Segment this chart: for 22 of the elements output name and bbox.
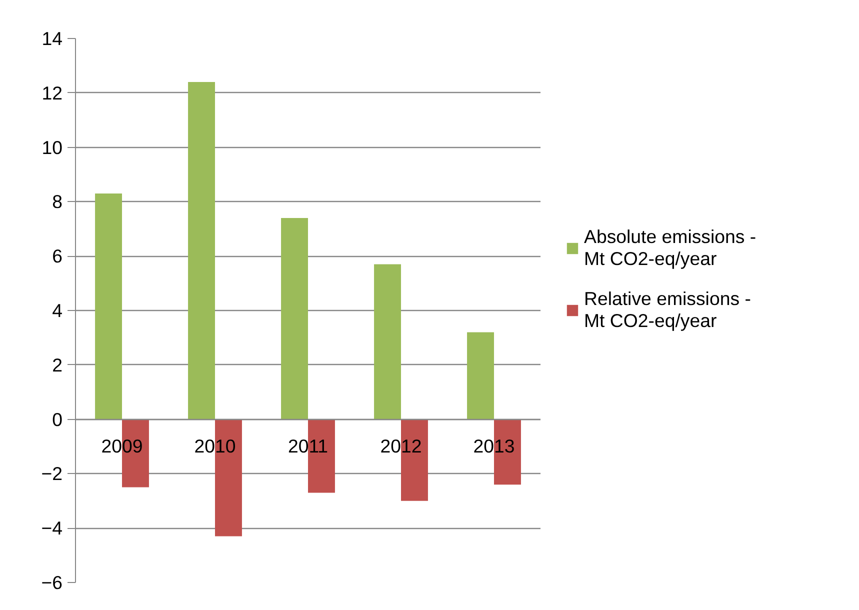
bar [467, 332, 494, 420]
bar [374, 264, 401, 420]
x-tick-label: 2013 [473, 435, 515, 456]
y-tick-label: 14 [42, 28, 63, 49]
bar [281, 218, 308, 420]
y-tick-label: −6 [41, 572, 63, 593]
y-tick-label: −4 [41, 518, 63, 539]
x-tick-label: 2009 [101, 435, 143, 456]
legend-label: Relative emissions - Mt CO2-eq/year [584, 288, 751, 332]
bar [188, 82, 215, 420]
y-tick-label: 10 [42, 136, 63, 158]
x-tick-label: 2010 [194, 435, 236, 456]
y-tick-label: 4 [52, 300, 63, 321]
y-tick-label: 12 [42, 82, 63, 104]
y-tick-label: −2 [41, 463, 63, 484]
x-tick-label: 2012 [380, 435, 422, 456]
legend-label: Absolute emissions - Mt CO2-eq/year [584, 226, 756, 270]
y-tick-label: 0 [52, 408, 63, 430]
y-tick-label: 8 [52, 191, 63, 212]
y-tick-label: 2 [52, 354, 63, 376]
y-tick-label: 6 [52, 246, 63, 267]
bar [95, 194, 122, 420]
